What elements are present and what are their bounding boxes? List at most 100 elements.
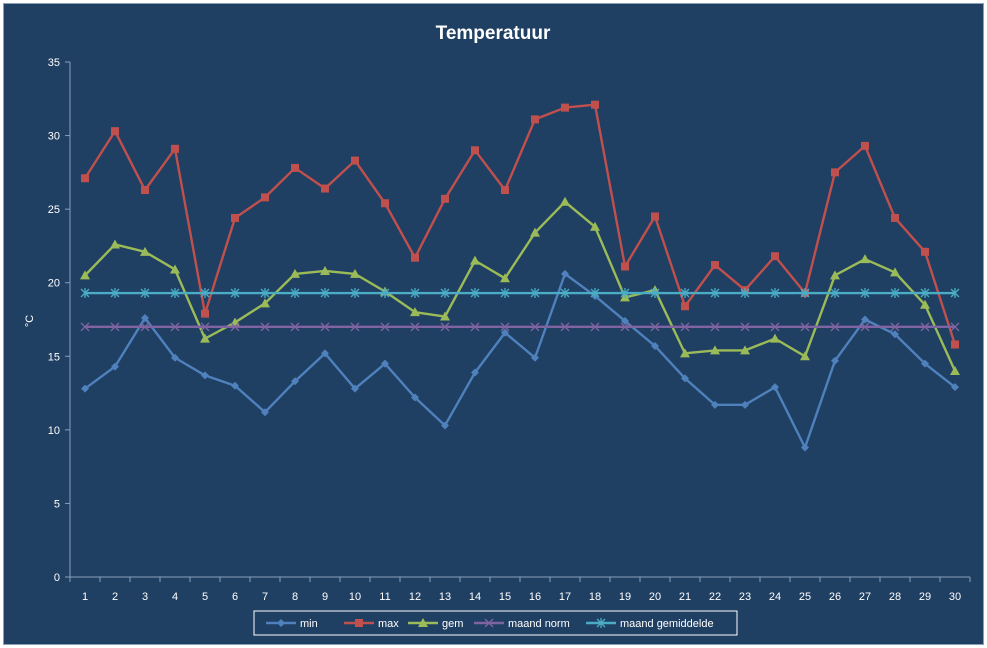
legend-label: max <box>378 618 399 630</box>
data-point <box>110 239 120 249</box>
data-point <box>231 381 239 390</box>
y-tick-label: 5 <box>54 498 60 510</box>
legend-swatch-marker <box>484 618 494 628</box>
data-point <box>140 322 150 332</box>
series-gem <box>80 196 960 375</box>
x-tick-label: 16 <box>529 591 541 603</box>
series-layer <box>80 100 960 452</box>
data-point <box>170 288 180 299</box>
data-point <box>590 322 600 332</box>
data-point <box>230 322 240 332</box>
y-tick-label: 25 <box>48 204 60 216</box>
data-point <box>711 400 719 409</box>
data-point <box>770 288 780 299</box>
series-maand-gemiddelde <box>80 288 960 299</box>
y-tick-label: 20 <box>48 278 60 290</box>
data-point <box>650 288 660 299</box>
data-point <box>950 366 960 375</box>
data-point <box>321 349 329 358</box>
x-tick-label: 3 <box>142 591 148 603</box>
chart-title: Temperatuur <box>436 23 551 44</box>
x-tick-label: 29 <box>919 591 931 603</box>
data-point <box>800 288 810 299</box>
data-point <box>291 377 299 386</box>
data-point <box>260 288 270 299</box>
data-point <box>890 267 900 277</box>
legend-entry: gem <box>408 618 463 630</box>
data-point <box>921 247 929 256</box>
data-point <box>831 168 839 177</box>
data-point <box>860 288 870 299</box>
legend-swatch-marker <box>596 618 606 628</box>
data-point <box>170 322 180 332</box>
x-tick-label: 5 <box>202 591 208 603</box>
x-tick-label: 21 <box>679 591 691 603</box>
x-tick-label: 26 <box>829 591 841 603</box>
data-point <box>440 288 450 299</box>
x-tick-label: 11 <box>379 591 390 603</box>
legend-label: maand gemiddelde <box>620 618 714 630</box>
data-point <box>411 393 419 402</box>
data-point <box>890 288 900 299</box>
data-point <box>651 212 659 221</box>
data-point <box>530 227 540 237</box>
data-point <box>710 322 720 332</box>
legend-box <box>253 610 738 636</box>
data-point <box>200 288 210 299</box>
y-tick-label: 15 <box>48 351 60 363</box>
data-point <box>681 302 689 311</box>
data-point <box>260 298 270 308</box>
legend-entry: min <box>266 618 318 630</box>
data-point <box>140 288 150 299</box>
data-point <box>200 333 210 343</box>
data-point <box>891 330 899 339</box>
data-point <box>951 383 959 392</box>
data-point <box>560 196 570 206</box>
data-point <box>770 322 780 332</box>
data-point <box>440 311 450 321</box>
chart-frame: Temperatuur °C 0 5 10 15 20 25 30 35 1 2 3 4 5 6 7 8 9 10… <box>3 3 984 645</box>
x-tick-label: 1 <box>82 591 88 603</box>
data-point <box>471 368 479 377</box>
data-point <box>290 288 300 299</box>
data-point <box>951 340 959 349</box>
data-point <box>81 384 89 393</box>
data-point <box>531 115 539 124</box>
data-point <box>831 356 839 365</box>
data-point <box>261 408 269 417</box>
data-point <box>141 186 149 195</box>
data-point <box>770 333 780 343</box>
data-point <box>680 322 690 332</box>
x-tick-label: 2 <box>112 591 118 603</box>
data-point <box>741 400 749 409</box>
x-tick-label: 18 <box>589 591 601 603</box>
data-point <box>861 315 869 324</box>
data-point <box>801 443 809 452</box>
x-tick-label: 13 <box>439 591 451 603</box>
data-point <box>620 322 630 332</box>
data-point <box>410 288 420 299</box>
legend-swatch-marker <box>277 619 285 627</box>
data-point <box>681 374 689 383</box>
x-tick-label: 24 <box>769 591 781 603</box>
x-tick-label: 9 <box>322 591 328 603</box>
data-point <box>350 288 360 299</box>
x-tick-label: 20 <box>649 591 661 603</box>
data-point <box>111 362 119 371</box>
series-line <box>84 272 956 449</box>
legend-label: gem <box>442 618 463 630</box>
data-point <box>800 351 810 361</box>
data-point <box>290 268 300 278</box>
y-tick-label: 30 <box>48 131 60 143</box>
data-point <box>651 341 659 350</box>
y-tick-label: 35 <box>48 57 60 69</box>
series-min <box>81 269 959 452</box>
x-tick-label: 30 <box>949 591 961 603</box>
data-point <box>440 322 450 332</box>
data-point <box>231 213 239 222</box>
data-point <box>950 322 960 332</box>
data-point <box>80 288 90 299</box>
data-point <box>860 254 870 264</box>
x-tick-label: 10 <box>349 591 361 603</box>
data-point <box>201 371 209 380</box>
